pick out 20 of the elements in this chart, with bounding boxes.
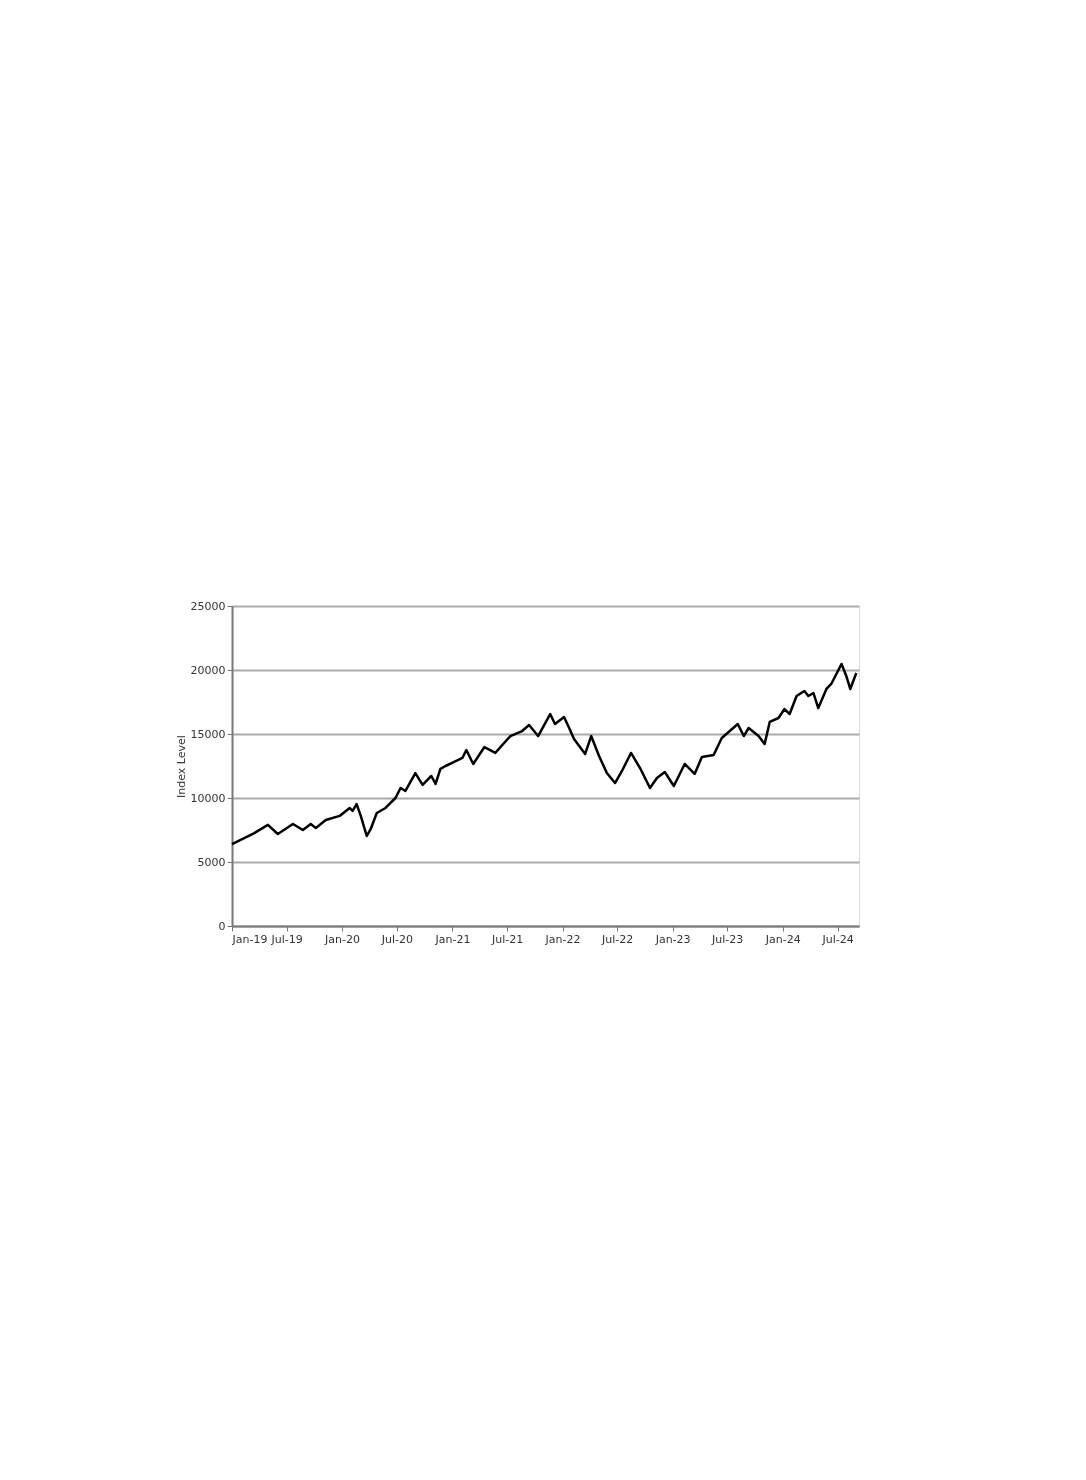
line-series [230,662,858,846]
x-tick-label: Jan-19 [231,932,268,946]
x-tick-label: Jan-22 [544,932,581,946]
x-tick-label: Jul-19 [270,932,303,946]
x-tick-label: Jul-24 [821,932,854,946]
x-tick-label: Jul-20 [380,932,414,946]
y-tick-label: 10000 [190,791,226,805]
y-tick-label: 0 [218,919,226,933]
y-tick-label: 5000 [197,855,226,869]
x-tick-label: Jan-21 [434,932,471,946]
x-tick-label: Jul-23 [711,932,744,946]
x-tick-label: Jan-23 [654,932,691,946]
x-tick-label: Jan-24 [764,932,801,946]
y-tick-label: 15000 [190,727,226,741]
y-tick-label: 20000 [190,663,226,677]
x-tick-label: Jan-20 [324,932,361,946]
y-tick-label: 25000 [190,599,226,613]
x-tick-label: Jul-22 [601,932,634,946]
x-tick-label: Jul-21 [490,932,524,946]
y-axis-title: Index Level [174,735,188,798]
